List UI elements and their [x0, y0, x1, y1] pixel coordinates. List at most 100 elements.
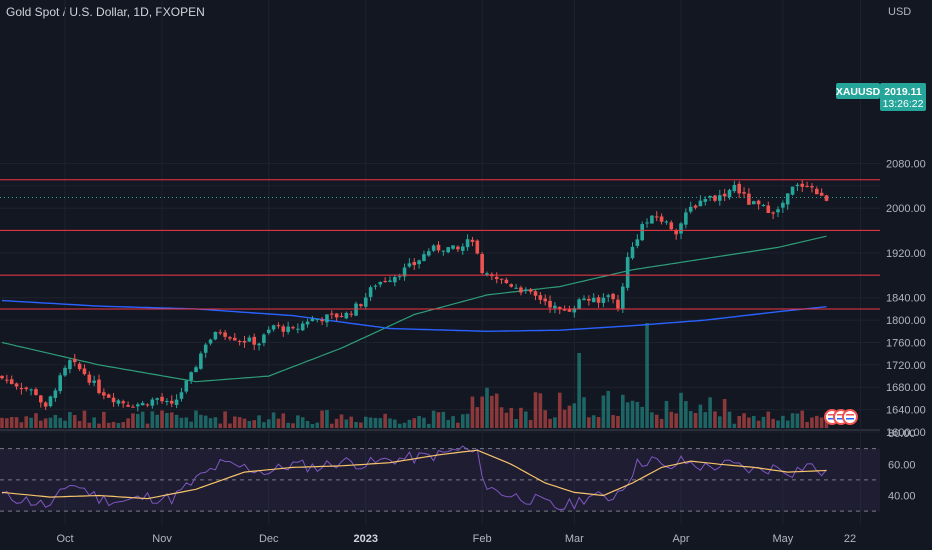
volume-bar: [0, 417, 4, 428]
price-tick-label: 1920.00: [886, 248, 926, 260]
volume-bar: [805, 421, 809, 428]
candle-body: [785, 193, 790, 205]
volume-bar: [24, 416, 29, 428]
volume-bar: [766, 411, 771, 428]
candle-body: [82, 368, 87, 375]
volume-bar: [334, 418, 339, 428]
candle-body: [189, 372, 193, 381]
candle-body: [203, 344, 208, 353]
volume-bar: [456, 422, 460, 428]
candle-body: [373, 285, 378, 287]
rsi-tick-label: 80.00: [888, 428, 916, 440]
candle-body: [635, 239, 640, 246]
volume-bar: [82, 410, 87, 428]
candle-body: [722, 193, 727, 197]
volume-bar: [378, 418, 383, 428]
candle-body: [155, 398, 159, 400]
volume-bar: [121, 422, 126, 428]
candle-body: [169, 400, 174, 404]
candle-body: [29, 389, 33, 391]
volume-bar: [669, 411, 674, 428]
candle-body: [684, 212, 688, 225]
volume-bar: [577, 353, 581, 428]
candle-body: [494, 276, 499, 280]
volume-bar: [528, 419, 533, 428]
candle-body: [582, 298, 586, 301]
volume-bar: [228, 423, 232, 428]
candle-body: [577, 299, 581, 309]
candle-body: [475, 240, 480, 254]
candle-body: [669, 222, 674, 230]
volume-bar: [587, 417, 591, 428]
candle-body: [591, 297, 596, 303]
price-tick-label: 1600.00: [886, 427, 926, 439]
candle-body: [145, 404, 150, 406]
volume-bar: [203, 415, 208, 428]
time-axis[interactable]: [0, 527, 932, 550]
candle-body: [664, 221, 669, 223]
volume-bar: [194, 410, 198, 428]
candle-body: [732, 185, 737, 192]
candle-body: [276, 325, 281, 327]
volume-bar: [572, 403, 577, 428]
volume-bar: [87, 422, 92, 428]
candle-body: [363, 297, 368, 307]
volume-bar: [606, 390, 611, 428]
volume-bar: [630, 400, 635, 428]
volume-bar: [557, 392, 562, 428]
candle-body: [407, 263, 412, 267]
candle-body: [776, 209, 780, 213]
candle-body: [305, 321, 310, 325]
candle-body: [257, 343, 261, 346]
volume-bar: [810, 417, 814, 428]
candle-body: [815, 188, 819, 195]
rsi-moving-average-line: [1, 449, 827, 500]
volume-bar: [397, 423, 402, 428]
volume-bar: [674, 413, 678, 428]
chart-title: Gold Spot / U.S. Dollar, 1D, FXOPEN: [6, 5, 205, 19]
volume-bar: [698, 404, 703, 428]
volume-bar: [737, 415, 741, 428]
volume-bar: [785, 420, 790, 428]
volume-bar: [567, 405, 572, 428]
candle-body: [693, 205, 698, 208]
candle-body: [402, 267, 407, 277]
volume-bar: [688, 411, 693, 428]
volume-bar: [286, 422, 290, 428]
candle-body: [150, 399, 155, 406]
volume-bar: [781, 415, 785, 428]
volume-bar: [761, 416, 766, 428]
event-flag-stripe: [837, 418, 845, 420]
candle-body: [48, 396, 53, 407]
volume-bar: [97, 423, 101, 428]
volume-bar: [475, 407, 480, 428]
volume-bar: [281, 413, 286, 428]
volume-bar: [771, 418, 775, 428]
candle-body: [800, 183, 805, 187]
candle-body: [810, 186, 814, 188]
volume-bar: [252, 420, 256, 428]
candle-body: [519, 287, 523, 293]
event-flag-icon[interactable]: [842, 409, 858, 425]
candle-body: [640, 224, 644, 241]
volume-bar: [363, 416, 368, 428]
candle-body: [344, 312, 349, 319]
candle-body: [72, 358, 77, 363]
price-tick-label: 2080.00: [886, 158, 926, 170]
volume-bar: [713, 411, 717, 428]
symbol-label: XAUUSD: [836, 86, 881, 98]
volume-bar: [441, 411, 446, 428]
candle-body: [679, 223, 683, 234]
symbol-tag: [836, 83, 880, 99]
event-flag-stripe: [846, 418, 854, 420]
volume-bar: [126, 418, 130, 428]
candle-body: [819, 192, 824, 196]
candle-body: [34, 389, 38, 395]
candle-body: [87, 374, 92, 383]
candle-body: [14, 383, 19, 387]
candle-body: [393, 277, 397, 283]
time-tick-label: Feb: [473, 533, 492, 545]
volume-bar: [727, 411, 732, 428]
candle-body: [567, 309, 572, 312]
